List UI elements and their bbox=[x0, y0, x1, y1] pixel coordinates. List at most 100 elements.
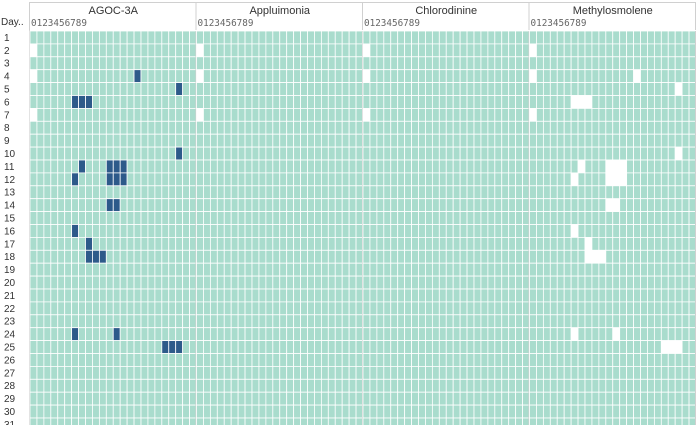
heatmap-cell-appluimonia-d10-h19 bbox=[327, 146, 336, 161]
heatmap-cell-appluimonia-d23-h2 bbox=[209, 314, 218, 329]
heatmap-cell-chlorodinine-d26-h19 bbox=[494, 353, 503, 367]
heatmap-cell-appluimonia-d15-h7 bbox=[244, 211, 253, 225]
heatmap-cell-agoc-3a-d28-h20 bbox=[168, 378, 177, 393]
heatmap-cell-methylosmolene-d26-h3 bbox=[549, 353, 558, 367]
heatmap-cell-appluimonia-d28-h7 bbox=[244, 378, 253, 393]
heatmap-cell-appluimonia-d10-h13 bbox=[286, 146, 295, 161]
heatmap-cell-appluimonia-d9-h3 bbox=[216, 133, 225, 148]
heatmap-cell-agoc-3a-d26-h20 bbox=[168, 353, 177, 367]
heatmap-cell-chlorodinine-d1-h20 bbox=[501, 30, 510, 45]
heatmap-cell-agoc-3a-d28-h15 bbox=[133, 378, 142, 393]
heatmap-cell-appluimonia-d2-h21 bbox=[341, 43, 350, 58]
heatmap-cell-methylosmolene-d20-h2 bbox=[542, 275, 551, 290]
heatmap-cell-agoc-3a-d14-h0 bbox=[29, 198, 38, 212]
heatmap-cell-methylosmolene-d24-h4 bbox=[556, 327, 565, 342]
heatmap-cell-methylosmolene-d27-h4 bbox=[556, 365, 565, 380]
heatmap-cell-agoc-3a-d3-h9 bbox=[92, 56, 100, 71]
heatmap-cell-chlorodinine-d6-h17 bbox=[480, 95, 489, 109]
heatmap-cell-agoc-3a-d4-h22 bbox=[182, 69, 190, 83]
heatmap-cell-chlorodinine-d11-h21 bbox=[508, 159, 517, 174]
row-label-2: 2 bbox=[4, 46, 10, 57]
heatmap-cell-appluimonia-d6-h13 bbox=[286, 95, 295, 109]
heatmap-cell-agoc-3a-d30-h3 bbox=[50, 404, 59, 419]
heatmap-cell-chlorodinine-d18-h22 bbox=[515, 249, 523, 264]
heatmap-cell-agoc-3a-d20-h9 bbox=[92, 275, 100, 290]
heatmap-cell-methylosmolene-d28-h19 bbox=[660, 378, 669, 393]
heatmap-cell-agoc-3a-d24-h23 bbox=[189, 327, 197, 342]
heatmap-cell-agoc-3a-d10-h4 bbox=[57, 146, 66, 161]
heatmap-cell-chlorodinine-d8-h14 bbox=[459, 120, 468, 135]
heatmap-cell-methylosmolene-d20-h19 bbox=[660, 275, 669, 290]
heatmap-cell-methylosmolene-d21-h6 bbox=[570, 288, 579, 303]
heatmap-cell-chlorodinine-d3-h3 bbox=[383, 56, 392, 71]
heatmap-cell-methylosmolene-d17-h17 bbox=[647, 236, 655, 251]
heatmap-cell-chlorodinine-d2-h10 bbox=[431, 43, 440, 58]
heatmap-cell-methylosmolene-d19-h0 bbox=[529, 262, 537, 277]
heatmap-cell-chlorodinine-d15-h15 bbox=[466, 211, 475, 225]
heatmap-cell-agoc-3a-d7-h16 bbox=[140, 108, 149, 122]
heatmap-cell-appluimonia-d31-h4 bbox=[223, 417, 232, 425]
heatmap-cell-methylosmolene-d29-h22 bbox=[681, 391, 690, 406]
heatmap-cell-methylosmolene-d9-h12 bbox=[612, 133, 621, 148]
heatmap-cell-agoc-3a-d30-h15 bbox=[133, 404, 142, 419]
heatmap-cell-chlorodinine-d15-h11 bbox=[438, 211, 447, 225]
heatmap-cell-methylosmolene-d14-h3 bbox=[549, 198, 558, 212]
heatmap-cell-agoc-3a-d19-h23 bbox=[189, 262, 197, 277]
heatmap-cell-methylosmolene-d28-h11 bbox=[605, 378, 614, 393]
heatmap-cell-agoc-3a-d14-h21 bbox=[175, 198, 184, 212]
heatmap-cell-chlorodinine-d21-h4 bbox=[390, 288, 399, 303]
heatmap-cell-appluimonia-d5-h21 bbox=[341, 82, 350, 96]
heatmap-cell-appluimonia-d2-h9 bbox=[258, 43, 267, 58]
heatmap-cell-high-agoc-3a-d18-h9 bbox=[92, 249, 100, 264]
heatmap-cell-methylosmolene-d18-h14 bbox=[626, 249, 634, 264]
heatmap-cell-agoc-3a-d8-h11 bbox=[105, 120, 114, 135]
heatmap-cell-methylosmolene-d12-h8 bbox=[584, 172, 593, 187]
heatmap-cell-agoc-3a-d13-h11 bbox=[105, 185, 114, 200]
heatmap-cell-agoc-3a-d7-h11 bbox=[105, 108, 114, 122]
heatmap-cell-appluimonia-d16-h3 bbox=[216, 224, 225, 238]
heatmap-cell-methylosmolene-d19-h3 bbox=[549, 262, 558, 277]
heatmap-cell-methylosmolene-d2-h2 bbox=[542, 43, 551, 58]
heatmap-cell-chlorodinine-d5-h1 bbox=[369, 82, 378, 96]
heatmap-cell-appluimonia-d14-h0 bbox=[196, 198, 204, 212]
heatmap-cell-methylosmolene-d30-h22 bbox=[681, 404, 690, 419]
heatmap-cell-agoc-3a-d30-h14 bbox=[126, 404, 135, 419]
heatmap-cell-methylosmolene-d31-h0 bbox=[529, 417, 537, 425]
heatmap-cell-appluimonia-d28-h13 bbox=[286, 378, 295, 393]
heatmap-cell-chlorodinine-d4-h19 bbox=[494, 69, 503, 83]
heatmap-cell-appluimonia-d14-h19 bbox=[327, 198, 336, 212]
heatmap-cell-appluimonia-d3-h15 bbox=[300, 56, 308, 71]
heatmap-cell-appluimonia-d9-h12 bbox=[279, 133, 288, 148]
heatmap-cell-chlorodinine-d29-h4 bbox=[390, 391, 399, 406]
heatmap-cell-chlorodinine-d5-h21 bbox=[508, 82, 517, 96]
heatmap-cell-methylosmolene-d7-h22 bbox=[681, 108, 690, 122]
heatmap-cell-methylosmolene-d23-h15 bbox=[633, 314, 641, 329]
heatmap-cell-agoc-3a-d11-h2 bbox=[43, 159, 52, 174]
heatmap-cell-agoc-3a-d30-h9 bbox=[92, 404, 100, 419]
heatmap-cell-methylosmolene-d17-h19 bbox=[660, 236, 669, 251]
heatmap-cell-appluimonia-d14-h1 bbox=[203, 198, 211, 212]
heatmap-cell-methylosmolene-d13-h9 bbox=[591, 185, 600, 200]
heatmap-cell-agoc-3a-d20-h22 bbox=[182, 275, 190, 290]
heatmap-cell-chlorodinine-d17-h10 bbox=[431, 236, 440, 251]
heatmap-cell-appluimonia-d22-h14 bbox=[293, 301, 301, 316]
heatmap-cell-methylosmolene-d14-h2 bbox=[542, 198, 551, 212]
heatmap-cell-methylosmolene-d9-h18 bbox=[653, 133, 662, 148]
heatmap-cell-appluimonia-d12-h15 bbox=[300, 172, 308, 187]
heatmap-cell-chlorodinine-d18-h6 bbox=[404, 249, 412, 264]
heatmap-cell-methylosmolene-d14-h23 bbox=[688, 198, 697, 212]
heatmap-cell-agoc-3a-d9-h1 bbox=[36, 133, 45, 148]
heatmap-cell-methylosmolene-d26-h21 bbox=[674, 353, 683, 367]
heatmap-cell-appluimonia-d24-h6 bbox=[237, 327, 246, 342]
heatmap-cell-methylosmolene-d21-h15 bbox=[633, 288, 641, 303]
heatmap-cell-chlorodinine-d4-h18 bbox=[487, 69, 496, 83]
heatmap-cell-agoc-3a-d14-h15 bbox=[133, 198, 142, 212]
heatmap-cell-methylosmolene-d11-h23 bbox=[688, 159, 697, 174]
heatmap-cell-appluimonia-d21-h5 bbox=[230, 288, 239, 303]
heatmap-cell-methylosmolene-d27-h13 bbox=[619, 365, 628, 380]
heatmap-cell-methylosmolene-d3-h8 bbox=[584, 56, 593, 71]
heatmap-cell-methylosmolene-d13-h12 bbox=[612, 185, 621, 200]
heatmap-cell-methylosmolene-d27-h3 bbox=[549, 365, 558, 380]
heatmap-cell-appluimonia-d5-h0 bbox=[196, 82, 204, 96]
heatmap-cell-chlorodinine-d20-h12 bbox=[445, 275, 454, 290]
